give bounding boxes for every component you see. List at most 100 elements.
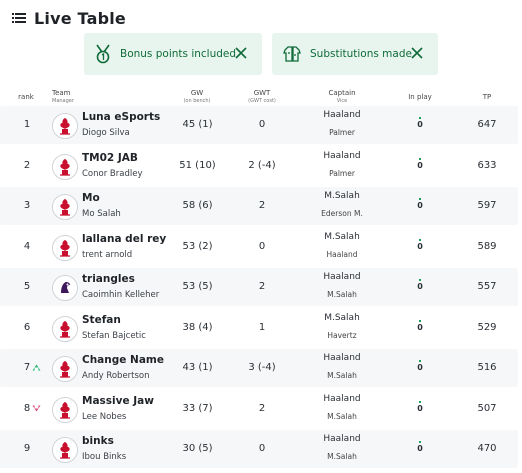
avatar[interactable] [52,153,78,180]
col-gwt[interactable]: GWT (GWT cost) [236,89,288,105]
col-captain[interactable]: Captain Vice [312,89,372,105]
in-play-count: 0 [417,120,423,129]
table-row[interactable]: 9 binks Ibou Binks 30 (5) 0 Haaland M.Salah 0 47… [0,430,518,468]
gw-points: 30 (5) [182,443,213,454]
total-points: 470 [477,443,497,454]
col-gwt-label: GWT [253,89,271,97]
team-name[interactable]: binks [82,435,114,447]
premier-league-icon [53,276,77,300]
table-row[interactable]: 4 lallana del rey trent arnold 53 (2) 0 M.Sal… [0,227,518,266]
table-row[interactable]: 7 Change Name Andy Robertson 43 (1) 3 (-4) Ha… [0,349,518,387]
gw-transfers: 0 [258,443,266,454]
rank: 6 [23,321,31,333]
in-play-dot [419,400,421,403]
manager-name: Andy Robertson [82,371,150,381]
vice-captain: Havertz [327,330,357,340]
manager-name: Lee Nobes [82,411,127,422]
captain: Haaland [323,434,361,444]
team-name[interactable]: Mo [82,192,100,204]
live-table: rank Team Manager GW (on bench) GWT (GWT… [0,88,522,468]
col-gw[interactable]: GW (on bench) [172,89,222,105]
manager-name: Stefan Bajcetic [82,330,146,341]
captain: Haaland [323,110,361,120]
bonus-points-chip[interactable]: Bonus points included [84,33,262,75]
gw-transfers: 2 [258,200,266,211]
rank: 4 [23,240,31,252]
gw-points: 53 (5) [182,281,213,292]
table-row[interactable]: 3 Mo Mo Salah 58 (6) 2 M.Salah Ederson M. 0 597 [0,187,518,225]
gw-transfers: 2 [258,281,266,292]
in-play-dot [419,198,421,200]
table-row[interactable]: 5 triangles Caoimhin Kelleher 53 (5) 2 Haalan… [0,268,518,306]
total-points: 589 [477,240,497,252]
avatar[interactable] [52,234,78,261]
manager-name: Conor Bradley [82,168,143,179]
vice-captain: Haaland [326,249,358,259]
menu-icon[interactable] [12,11,26,25]
in-play-count: 0 [417,444,423,453]
avatar[interactable] [52,113,78,139]
table-row[interactable]: 8 Massive Jaw Lee Nobes 33 (7) 2 Haaland M.Sal… [0,389,518,428]
in-play-count: 0 [417,363,423,372]
gw-points: 33 (7) [182,402,213,414]
avatar[interactable] [52,275,78,301]
rank-down-icon [32,405,41,411]
gw-points: 58 (6) [182,200,213,211]
table-row[interactable]: 2 TM02 JAB Conor Bradley 51 (10) 2 (-4) Haala… [0,146,518,185]
manager-name: Ibou Binks [82,452,127,462]
manager-name: Mo Salah [82,209,121,219]
in-play-dot [419,279,421,281]
avatar[interactable] [52,194,78,220]
col-tp[interactable]: TP [482,93,492,101]
substitutions-chip[interactable]: Substitutions made [272,33,438,75]
team-name[interactable]: lallana del rey [82,232,167,245]
team-name[interactable]: Change Name [82,354,164,366]
medal-icon [96,44,110,64]
total-points: 647 [477,119,497,130]
vice-captain: Palmer [329,168,355,178]
col-gw-sub: (on bench) [183,98,211,104]
club-crest-icon [53,235,77,260]
team-name[interactable]: Luna eSports [82,111,161,123]
in-play-count: 0 [417,403,423,413]
rank: 9 [23,443,31,454]
gw-transfers: 1 [258,321,266,333]
team-name[interactable]: TM02 JAB [82,151,138,164]
close-icon[interactable] [234,46,248,60]
col-in-play[interactable]: In play [408,93,432,101]
in-play-count: 0 [417,160,423,170]
gw-points: 38 (4) [182,321,213,333]
col-captain-label: Captain [328,89,356,97]
avatar[interactable] [52,356,78,382]
total-points: 516 [477,362,497,373]
captain: M.Salah [324,231,360,242]
vice-captain: M.Salah [327,290,357,299]
rank: 2 [23,159,31,171]
in-play-dot [419,360,421,362]
col-gw-label: GW [190,89,204,97]
team-name[interactable]: triangles [82,273,135,285]
team-name[interactable]: Massive Jaw [82,394,154,407]
rank: 7 [23,362,31,373]
rank: 3 [23,200,31,211]
captain: Haaland [323,150,361,161]
in-play-dot [419,319,421,322]
total-points: 529 [477,321,497,333]
manager-name: Caoimhin Kelleher [82,290,160,300]
table-row[interactable]: 1 Luna eSports Diogo Silva 45 (1) 0 Haaland Pa… [0,106,518,144]
in-play-count: 0 [417,282,423,291]
avatar[interactable] [52,315,78,342]
col-rank[interactable]: rank [18,93,34,101]
avatar[interactable] [52,396,78,423]
club-crest-icon [53,195,77,219]
manager-name: Diogo Silva [82,128,130,138]
table-row[interactable]: 6 Stefan Stefan Bajcetic 38 (4) 1 M.Salah Have… [0,308,518,347]
avatar[interactable] [52,437,78,463]
in-play-count: 0 [417,241,423,251]
captain: Haaland [323,272,361,282]
bonus-points-label: Bonus points included [120,48,237,60]
col-team-label: Team [52,89,71,97]
team-name[interactable]: Stefan [82,313,121,326]
close-icon[interactable] [410,46,424,60]
col-team[interactable]: Team Manager [52,89,74,105]
